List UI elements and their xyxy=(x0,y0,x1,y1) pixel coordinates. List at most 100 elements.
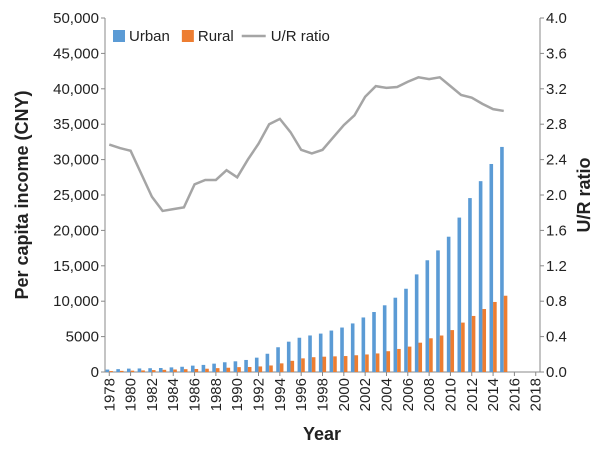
bar xyxy=(489,163,494,372)
bar xyxy=(386,351,391,372)
bar xyxy=(450,330,455,372)
bar xyxy=(141,370,145,372)
x-tick-label: 1992 xyxy=(251,378,268,411)
bar xyxy=(151,370,156,372)
legend-label: U/R ratio xyxy=(271,28,330,45)
bar xyxy=(258,366,263,372)
bar xyxy=(503,295,508,372)
y2-tick-label: 4.0 xyxy=(546,10,567,27)
bar xyxy=(226,367,231,372)
y2-tick-label: 0.4 xyxy=(546,329,567,346)
bar xyxy=(414,274,419,372)
bar xyxy=(276,347,280,372)
bar xyxy=(301,358,305,372)
bar xyxy=(233,361,238,372)
bar xyxy=(478,181,483,372)
bar xyxy=(247,366,252,372)
bar xyxy=(457,217,462,372)
bar xyxy=(130,370,135,372)
bar xyxy=(318,333,323,372)
bar xyxy=(354,355,359,372)
x-tick-label: 2004 xyxy=(378,378,395,411)
bar xyxy=(397,348,401,372)
bar xyxy=(158,367,163,372)
bar xyxy=(436,250,440,372)
bar xyxy=(286,341,291,372)
y2-tick-label: 2.0 xyxy=(546,187,567,204)
x-tick-label: 1980 xyxy=(123,378,140,411)
bar xyxy=(404,288,408,372)
bar xyxy=(205,368,209,372)
bar xyxy=(279,363,284,372)
bar xyxy=(190,365,195,372)
x-tick-label: 1994 xyxy=(272,378,289,411)
bar xyxy=(169,367,174,372)
bar xyxy=(382,305,387,372)
bar xyxy=(180,366,184,372)
bar xyxy=(137,368,142,372)
y2-tick-label: 2.4 xyxy=(546,152,567,169)
x-tick-label: 1984 xyxy=(165,378,182,411)
bar xyxy=(119,370,124,372)
line xyxy=(108,75,504,213)
x-tick-label: 1978 xyxy=(101,378,118,411)
bar xyxy=(418,342,423,372)
y-tick-label: 40,000 xyxy=(53,81,99,98)
x-tick-label: 1990 xyxy=(229,378,246,411)
bar xyxy=(162,369,167,372)
y-tick-label: 35,000 xyxy=(53,116,99,133)
x-tick-label: 1982 xyxy=(144,378,161,411)
bar xyxy=(365,354,369,372)
bar xyxy=(269,365,273,372)
bar xyxy=(493,301,497,372)
x-tick-label: 1998 xyxy=(315,378,332,411)
x-tick-label: 2002 xyxy=(357,378,374,411)
x-tick-label: 2010 xyxy=(442,378,459,411)
bar xyxy=(333,356,337,372)
bar xyxy=(343,356,348,372)
y-tick-label: 45,000 xyxy=(53,45,99,62)
x-tick-label: 1988 xyxy=(208,378,225,411)
bar xyxy=(329,330,334,372)
x-tick-label: 1996 xyxy=(293,378,310,411)
bar xyxy=(308,335,312,372)
bar xyxy=(173,369,177,372)
y2-axis-label: U/R ratio xyxy=(574,157,594,232)
bar xyxy=(468,198,472,372)
bar xyxy=(194,368,199,372)
y-axis-label: Per capita income (CNY) xyxy=(12,90,32,299)
legend-swatch xyxy=(113,30,125,42)
bar xyxy=(372,312,376,372)
y2-tick-label: 0.8 xyxy=(546,293,567,310)
x-tick-label: 2008 xyxy=(421,378,438,411)
bar xyxy=(290,360,295,372)
x-tick-label: 1986 xyxy=(187,378,204,411)
y2-tick-label: 3.2 xyxy=(546,81,567,98)
y-tick-label: 20,000 xyxy=(53,222,99,239)
bar xyxy=(461,322,465,372)
x-tick-label: 2018 xyxy=(528,378,545,411)
bar xyxy=(201,364,206,372)
bar xyxy=(148,368,152,372)
y-tick-label: 25,000 xyxy=(53,187,99,204)
y2-tick-label: 0.0 xyxy=(546,364,567,381)
y2-tick-label: 2.8 xyxy=(546,116,567,133)
bar xyxy=(244,359,248,372)
y-tick-label: 10,000 xyxy=(53,293,99,310)
bar xyxy=(482,309,487,372)
bar xyxy=(393,297,398,372)
y-tick-label: 0 xyxy=(91,364,99,381)
bar xyxy=(340,327,344,372)
bar xyxy=(500,146,504,372)
x-tick-label: 2016 xyxy=(506,378,523,411)
bar xyxy=(265,353,270,372)
legend-label: Rural xyxy=(198,28,234,45)
bar xyxy=(254,357,259,372)
bar xyxy=(109,371,113,372)
bar xyxy=(407,346,412,372)
bar xyxy=(212,363,216,372)
x-axis-label: Year xyxy=(303,424,341,444)
y2-tick-label: 1.2 xyxy=(546,258,567,275)
bar xyxy=(222,362,227,372)
